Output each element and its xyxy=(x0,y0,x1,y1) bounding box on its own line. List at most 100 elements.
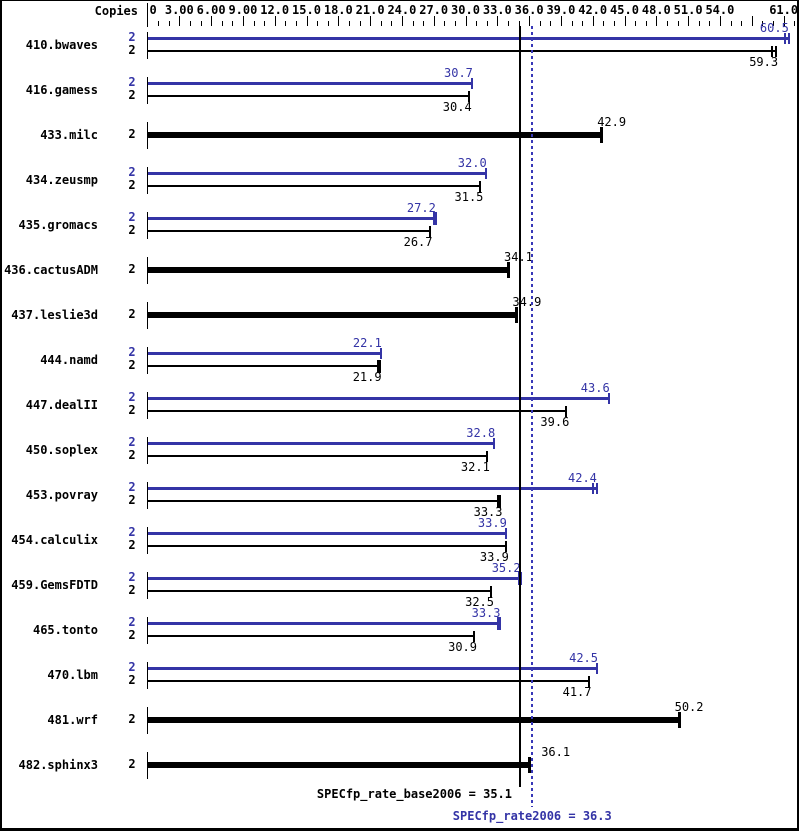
x-axis-minor-tick xyxy=(317,21,319,26)
x-axis-minor-tick xyxy=(550,21,552,26)
bar-end-cap xyxy=(677,711,681,728)
x-axis-major-tick xyxy=(783,16,785,26)
x-axis-minor-tick xyxy=(327,21,329,26)
bar-value-label: 34.1 xyxy=(504,250,533,264)
bar-base xyxy=(147,365,380,367)
benchmark-label: 416.gamess xyxy=(25,82,98,97)
bar-end-cap xyxy=(528,756,532,773)
bar-value-label: 22.1 xyxy=(352,336,382,350)
x-axis-origin-line xyxy=(146,3,148,27)
copies-column-header: Copies xyxy=(94,4,138,18)
x-axis-tick-label: 9.00 xyxy=(228,3,258,17)
x-axis-minor-tick xyxy=(412,21,414,26)
x-axis-major-tick xyxy=(751,16,753,26)
row-axis-segment xyxy=(146,751,148,779)
bar-value-label: 41.7 xyxy=(562,685,592,699)
bar-base xyxy=(147,545,507,547)
copies-count: 2 xyxy=(128,210,136,224)
x-axis-tick-label: 51.0 xyxy=(673,3,703,17)
bar-value-label: 59.3 xyxy=(749,55,779,69)
x-axis-major-tick xyxy=(401,16,403,26)
copies-count: 2 xyxy=(128,88,136,102)
bar-base xyxy=(147,230,431,232)
copies-count: 2 xyxy=(128,538,136,552)
bar-end-cap xyxy=(600,126,604,143)
bar-end-cap xyxy=(493,438,496,449)
copies-count: 2 xyxy=(128,403,136,417)
bar-end-cap xyxy=(479,181,482,192)
bar-value-label: 39.6 xyxy=(540,415,570,429)
bar-value-label: 32.8 xyxy=(466,426,496,440)
x-axis-tick-label: 18.0 xyxy=(323,3,353,17)
copies-count: 2 xyxy=(128,435,136,449)
x-axis-major-tick xyxy=(719,16,721,26)
x-axis-tick-label: 3.00 xyxy=(164,3,194,17)
x-axis-minor-tick xyxy=(359,21,361,26)
copies-count: 2 xyxy=(128,306,136,321)
bar-base xyxy=(147,95,470,97)
bar-end-cap xyxy=(490,586,492,597)
x-axis-tick-label: 21.0 xyxy=(355,3,385,17)
x-axis-major-tick xyxy=(592,16,594,26)
benchmark-label: 454.calculix xyxy=(11,532,98,547)
x-axis-minor-tick xyxy=(582,21,584,26)
benchmark-label: 447.dealII xyxy=(25,397,98,412)
x-axis-major-tick xyxy=(656,16,658,26)
x-axis-tick-label: 15.0 xyxy=(292,3,321,17)
copies-count: 2 xyxy=(128,261,136,276)
copies-count: 2 xyxy=(128,628,136,642)
bar-end-cap xyxy=(504,541,507,552)
bar-end-cap xyxy=(497,617,502,630)
bar-peak xyxy=(147,171,487,175)
bar-value-label: 33.9 xyxy=(479,550,509,564)
x-axis-minor-tick xyxy=(348,21,350,26)
specfp-rate2006-summary-label: SPECfp_rate2006 = 36.3 xyxy=(452,809,612,823)
bar-base xyxy=(147,680,590,682)
row-axis-segment xyxy=(146,166,148,194)
bar-end-cap xyxy=(504,528,507,539)
bar-end-cap xyxy=(473,631,476,642)
benchmark-label: 435.gromacs xyxy=(18,217,98,232)
bar-value-label: 42.9 xyxy=(597,114,627,129)
x-axis-major-tick xyxy=(370,16,372,26)
row-axis-segment xyxy=(146,256,148,284)
copies-count: 2 xyxy=(128,448,136,462)
copies-count: 2 xyxy=(128,178,136,192)
x-axis-minor-tick xyxy=(772,21,774,26)
x-axis-minor-tick xyxy=(476,21,478,26)
row-axis-segment xyxy=(146,391,148,419)
copies-count: 2 xyxy=(128,480,136,494)
x-axis-minor-tick xyxy=(518,21,520,26)
row-axis-segment xyxy=(146,76,148,104)
bar-value-label: 42.5 xyxy=(569,651,598,665)
row-axis-segment xyxy=(146,661,148,689)
row-axis-segment xyxy=(146,436,148,464)
x-axis-minor-tick xyxy=(603,21,605,26)
bar-end-cap xyxy=(595,483,598,494)
bar-value-label: 30.7 xyxy=(444,66,473,80)
bar-end-cap xyxy=(515,306,519,323)
bar-value-label: 33.9 xyxy=(477,516,507,530)
benchmark-label: 444.namd xyxy=(40,352,98,367)
row-axis-segment xyxy=(146,526,148,554)
x-axis-major-tick xyxy=(465,16,467,26)
benchmark-label: 410.bwaves xyxy=(25,37,98,52)
x-axis-major-tick xyxy=(688,16,690,26)
row-axis-segment xyxy=(146,31,148,59)
copies-count: 2 xyxy=(128,583,136,597)
bar-base xyxy=(147,590,492,592)
x-axis-major-tick xyxy=(179,16,181,26)
bar-base xyxy=(147,311,518,318)
bar-base xyxy=(147,716,680,723)
bar-end-cap xyxy=(775,46,778,57)
bar-peak xyxy=(147,351,382,355)
x-axis-minor-tick xyxy=(264,21,266,26)
x-axis-minor-tick xyxy=(571,21,573,26)
bar-end-cap xyxy=(485,451,488,462)
benchmark-label: 470.lbm xyxy=(47,667,98,682)
x-axis-major-tick xyxy=(497,16,499,26)
bar-base xyxy=(147,761,531,768)
x-axis-minor-tick xyxy=(454,21,456,26)
benchmark-label: 459.GemsFDTD xyxy=(11,577,98,592)
x-axis-tick-label: 42.0 xyxy=(578,3,608,17)
